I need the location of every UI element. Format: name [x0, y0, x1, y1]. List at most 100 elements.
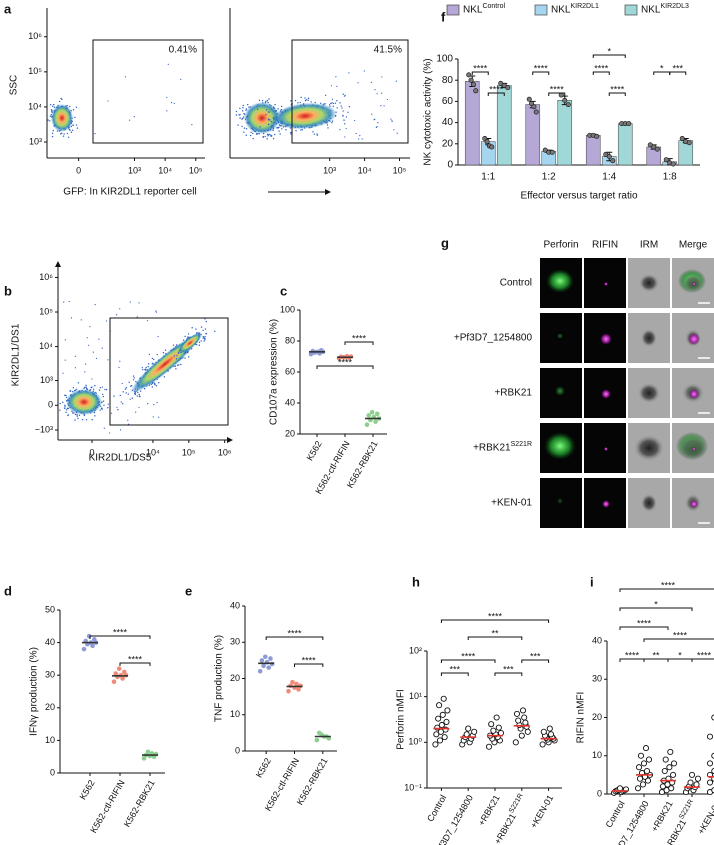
- event-dot: [134, 392, 136, 395]
- data-point: [435, 715, 442, 722]
- event-dot: [65, 394, 67, 397]
- event-dot: [107, 407, 109, 409]
- y-tick-label: 40: [285, 397, 295, 407]
- significance-label: ****: [625, 650, 640, 660]
- event-dot: [239, 117, 241, 119]
- event-dot: [85, 384, 87, 387]
- data-point: [266, 665, 272, 670]
- data-point: [111, 679, 117, 685]
- event-dot: [129, 398, 131, 400]
- y-tick-label: 40: [45, 637, 55, 647]
- y-axis-label: NK cytotoxic activity (%): [423, 58, 434, 165]
- data-point: [565, 102, 571, 108]
- event-dot: [266, 138, 268, 140]
- event-dot: [180, 363, 182, 366]
- panel-letter: e: [185, 583, 192, 598]
- event-dot: [117, 409, 119, 411]
- significance-bracket: [592, 54, 626, 58]
- x-tick-label: 10⁵: [393, 165, 407, 175]
- significance-bracket: [521, 659, 550, 663]
- event-dot: [145, 366, 147, 369]
- event-dot: [155, 310, 157, 312]
- data-point: [489, 144, 495, 150]
- event-dot: [342, 110, 344, 112]
- event-dot: [89, 326, 91, 328]
- significance-bracket: [608, 92, 626, 96]
- legend-swatch: [534, 4, 548, 16]
- y-tick-label: 0: [447, 160, 453, 171]
- y-axis-label: KIR2DL1/DS1: [11, 323, 22, 386]
- data-point: [488, 721, 495, 728]
- event-dot: [84, 371, 86, 373]
- event-dot: [376, 93, 378, 95]
- event-dot: [62, 372, 64, 374]
- event-dot: [339, 102, 341, 104]
- event-dot: [88, 344, 90, 346]
- event-dot: [304, 97, 306, 99]
- data-point: [294, 681, 299, 687]
- x-tick-label: 0: [76, 165, 81, 175]
- event-dot: [99, 386, 102, 389]
- event-dot: [328, 104, 331, 106]
- event-dot: [155, 311, 158, 313]
- event-dot: [359, 134, 361, 137]
- gate: [291, 39, 409, 144]
- data-point: [296, 687, 301, 692]
- event-dot: [294, 99, 297, 102]
- event-dot: [395, 80, 397, 82]
- data-point: [290, 679, 295, 685]
- event-dot: [314, 101, 316, 104]
- significance-bracket: [316, 365, 374, 369]
- y-tick-label: 100: [436, 54, 453, 65]
- event-dot: [119, 308, 121, 310]
- event-dot: [125, 387, 128, 389]
- event-dot: [187, 333, 190, 335]
- data-point: [521, 714, 528, 721]
- event-dot: [129, 301, 131, 303]
- significance-label: ***: [450, 664, 461, 674]
- event-dot: [75, 388, 78, 390]
- event-dot: [255, 133, 258, 135]
- event-dot: [357, 82, 359, 84]
- data-point: [466, 72, 472, 78]
- event-dot: [137, 391, 139, 394]
- data-point: [694, 775, 702, 782]
- event-dot: [74, 419, 76, 421]
- event-dot: [120, 401, 122, 403]
- data-point: [711, 787, 714, 794]
- event-dot: [204, 328, 207, 330]
- event-dot: [361, 138, 363, 140]
- irm-signal: [641, 329, 657, 347]
- data-point: [145, 749, 151, 755]
- bar: [496, 85, 512, 166]
- event-dot: [127, 393, 130, 395]
- significance-label: ****: [302, 655, 317, 665]
- data-point: [518, 732, 525, 739]
- event-dot: [195, 328, 197, 330]
- event-dot: [100, 407, 103, 410]
- x-tick-label: 10⁴: [158, 165, 172, 175]
- data-point: [635, 764, 643, 771]
- rifin-signal: [601, 389, 611, 399]
- event-dot: [241, 125, 243, 128]
- event-dot: [138, 393, 140, 396]
- y-tick-label: 10¹: [409, 691, 422, 701]
- event-dot: [64, 407, 66, 409]
- event-dot: [151, 357, 154, 360]
- significance-label: ****: [661, 580, 676, 590]
- event-dot: [270, 134, 272, 136]
- event-dot: [242, 107, 244, 109]
- x-axis-label: Effector versus target ratio: [520, 191, 638, 202]
- event-dot: [127, 419, 129, 421]
- event-dot: [162, 352, 165, 354]
- rifin-signal: [604, 282, 608, 286]
- significance-bracket: [669, 71, 687, 75]
- y-tick-label: 100: [280, 304, 295, 314]
- event-dot: [204, 337, 206, 340]
- y-tick-label: 10⁴: [39, 341, 53, 351]
- event-dot: [336, 99, 338, 102]
- data-point: [473, 88, 479, 94]
- x-tick-label: +KEN-01: [528, 793, 555, 830]
- event-dot: [324, 103, 326, 105]
- event-dot: [202, 336, 204, 338]
